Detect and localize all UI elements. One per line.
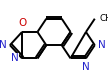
Text: O: O (18, 18, 26, 28)
Text: CH₃: CH₃ (99, 14, 108, 23)
Text: N: N (82, 62, 90, 72)
Text: N: N (98, 40, 106, 50)
Text: N: N (0, 40, 7, 50)
Text: N: N (11, 53, 19, 63)
